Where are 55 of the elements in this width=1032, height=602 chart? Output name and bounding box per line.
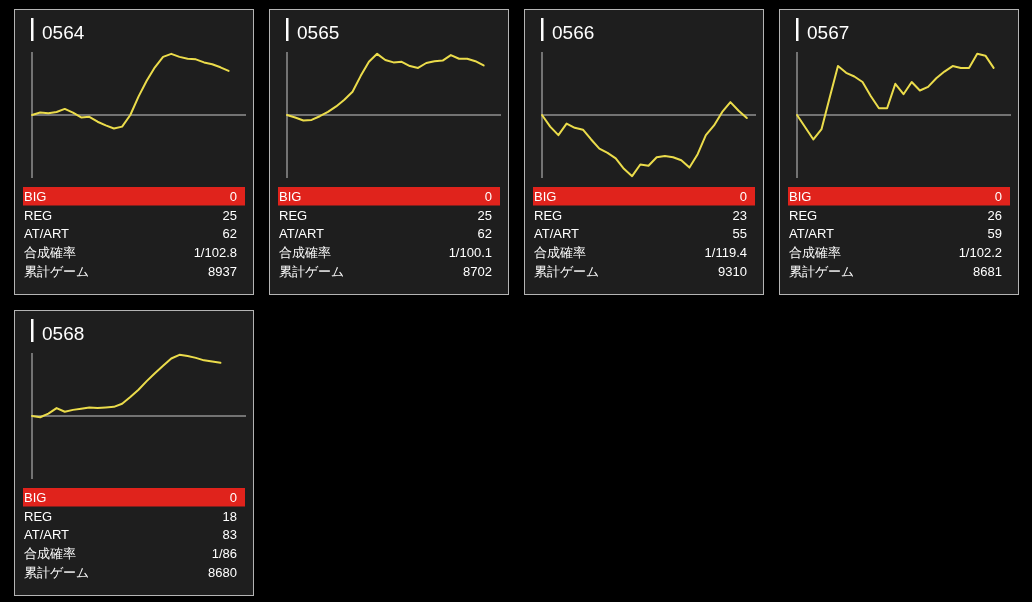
text: 0 xyxy=(484,189,492,204)
text: AT/ART xyxy=(534,226,580,242)
text: 累計ゲーム xyxy=(24,263,89,279)
chart-title: 0568 xyxy=(42,323,85,344)
text: 59 xyxy=(987,226,1002,242)
text: AT/ART xyxy=(279,226,325,242)
text: 26 xyxy=(987,207,1002,223)
text: AT/ART xyxy=(789,226,835,242)
text: AT/ART xyxy=(24,226,70,242)
text: 83 xyxy=(222,527,237,543)
text: 0 xyxy=(994,189,1002,204)
text: 1/86 xyxy=(211,546,237,562)
text: BIG xyxy=(24,490,47,505)
text: BIG xyxy=(789,189,812,204)
chart-title: 0564 xyxy=(42,22,85,43)
text: 累計ゲーム xyxy=(789,263,854,279)
text: 23 xyxy=(732,207,747,223)
text: 1/102.2 xyxy=(958,245,1002,261)
text: 1/102.8 xyxy=(193,245,237,261)
text: 合成確率 xyxy=(789,245,841,261)
text: 1/119.4 xyxy=(704,245,747,261)
text: REG xyxy=(24,508,53,524)
text: 55 xyxy=(732,226,747,242)
text: 0 xyxy=(739,189,747,204)
text: 0 xyxy=(229,189,237,204)
text: 25 xyxy=(477,207,492,223)
chart-title: 0567 xyxy=(807,22,850,43)
text: 8937 xyxy=(208,263,237,279)
text: 8702 xyxy=(463,263,492,279)
text: 累計ゲーム xyxy=(279,263,344,279)
text: 18 xyxy=(222,508,237,524)
chart-title: 0565 xyxy=(297,22,340,43)
text: REG xyxy=(534,207,563,223)
chart-title: 0566 xyxy=(552,22,595,43)
text: 合成確率 xyxy=(24,245,76,261)
text: 累計ゲーム xyxy=(534,263,599,279)
text: 25 xyxy=(222,207,237,223)
text: 1/100.1 xyxy=(448,245,492,261)
text: 8681 xyxy=(973,263,1002,279)
text: 0 xyxy=(229,490,237,505)
text: AT/ART xyxy=(24,527,70,543)
text: 62 xyxy=(222,226,237,242)
text: 9310 xyxy=(718,263,747,279)
text: 62 xyxy=(477,226,492,242)
text: 合成確率 xyxy=(534,245,586,261)
text: REG xyxy=(24,207,53,223)
text: BIG xyxy=(534,189,557,204)
text: 8680 xyxy=(208,564,237,580)
text: REG xyxy=(789,207,818,223)
text: 合成確率 xyxy=(24,546,76,562)
text: 合成確率 xyxy=(279,245,331,261)
text: BIG xyxy=(279,189,302,204)
text: 累計ゲーム xyxy=(24,564,89,580)
text: BIG xyxy=(24,189,47,204)
text: REG xyxy=(279,207,308,223)
